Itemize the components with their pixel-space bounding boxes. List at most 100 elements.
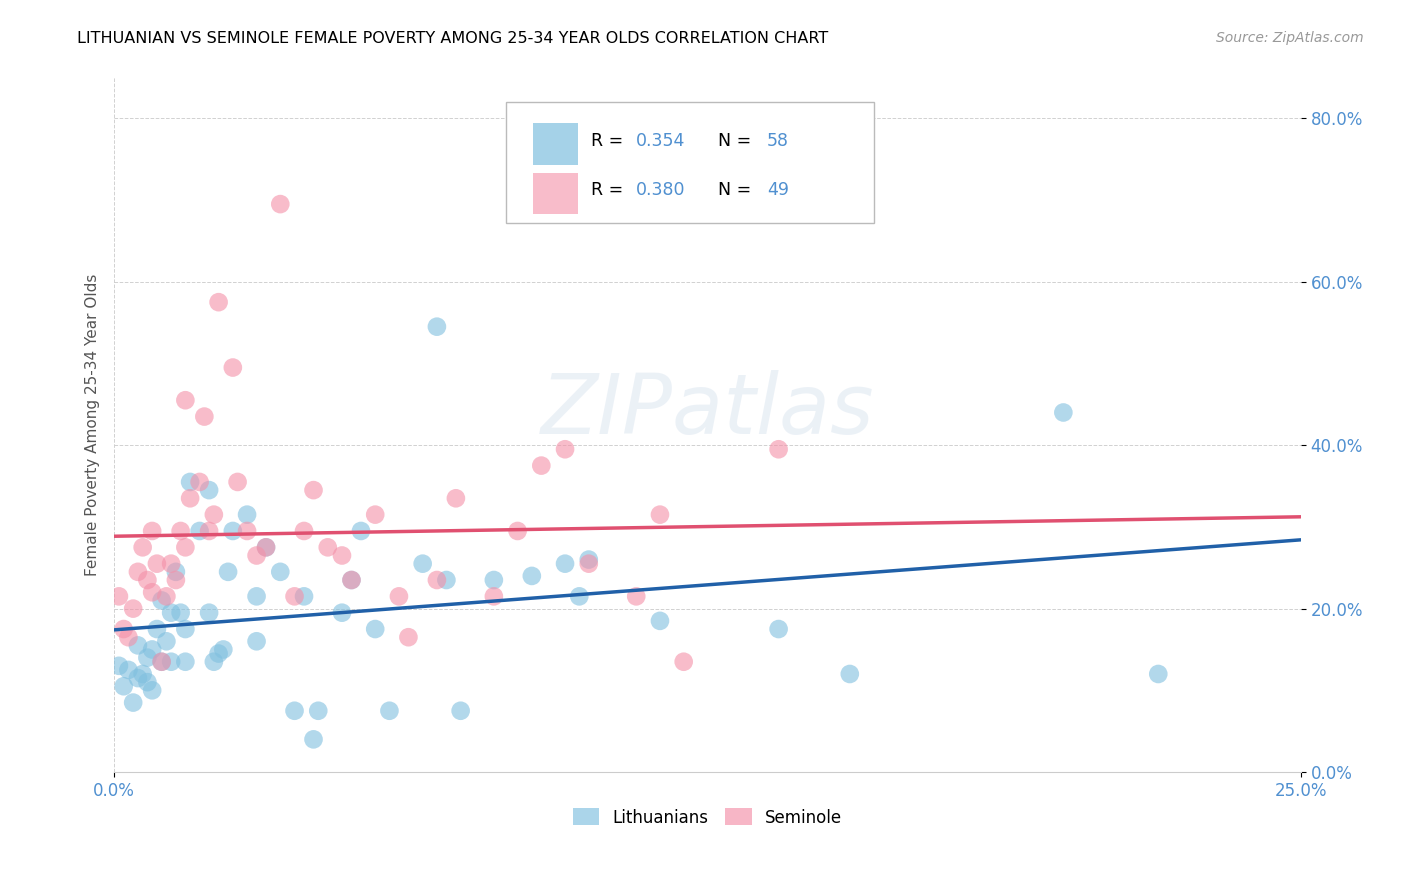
Point (768, 442, 790, 457)
Point (169, 524, 191, 538)
Point (554, 442, 576, 457)
Text: ZIPatlas: ZIPatlas (541, 370, 875, 451)
Point (108, 658, 131, 673)
Point (482, 590, 505, 604)
Text: 58: 58 (766, 131, 789, 150)
Point (482, 573, 505, 587)
Point (378, 704, 401, 718)
Point (254, 541, 277, 555)
Point (307, 704, 329, 718)
Text: R =: R = (591, 131, 628, 150)
Text: Source: ZipAtlas.com: Source: ZipAtlas.com (1216, 31, 1364, 45)
Point (426, 573, 449, 587)
Point (127, 639, 149, 653)
Point (131, 667, 153, 681)
Point (330, 606, 353, 620)
Point (202, 655, 225, 669)
Point (207, 295, 229, 310)
Point (520, 569, 543, 583)
Point (1052, 405, 1074, 419)
Point (269, 565, 291, 579)
Y-axis label: Female Poverty Among 25-34 Year Olds: Female Poverty Among 25-34 Year Olds (86, 274, 100, 576)
Point (122, 601, 145, 615)
Point (302, 732, 325, 747)
Point (578, 557, 600, 571)
Point (169, 606, 191, 620)
Point (155, 634, 177, 648)
Point (198, 524, 221, 538)
Point (530, 458, 553, 473)
Point (1147, 667, 1170, 681)
Text: N =: N = (718, 131, 756, 150)
Point (112, 622, 135, 636)
Point (112, 679, 135, 693)
Point (768, 622, 790, 636)
Point (316, 541, 339, 555)
Point (155, 590, 177, 604)
Point (364, 508, 387, 522)
Point (141, 683, 163, 698)
Point (160, 606, 183, 620)
Point (193, 409, 215, 424)
Point (283, 590, 305, 604)
Point (179, 475, 201, 489)
Point (174, 393, 197, 408)
Point (108, 590, 131, 604)
Text: R =: R = (591, 181, 628, 199)
Point (292, 590, 315, 604)
Point (292, 524, 315, 538)
Point (160, 655, 183, 669)
Point (207, 647, 229, 661)
Point (364, 622, 387, 636)
Point (245, 590, 267, 604)
Text: 49: 49 (766, 181, 789, 199)
Point (212, 642, 235, 657)
Point (222, 524, 245, 538)
Point (568, 590, 591, 604)
Text: LITHUANIAN VS SEMINOLE FEMALE POVERTY AMONG 25-34 YEAR OLDS CORRELATION CHART: LITHUANIAN VS SEMINOLE FEMALE POVERTY AM… (77, 31, 828, 46)
Point (554, 557, 576, 571)
Point (396, 630, 419, 644)
Point (302, 483, 325, 497)
Point (150, 655, 173, 669)
Point (648, 508, 671, 522)
Point (136, 675, 159, 690)
Point (350, 524, 373, 538)
Point (146, 557, 169, 571)
Text: 0.354: 0.354 (637, 131, 686, 150)
Point (254, 541, 277, 555)
Point (141, 524, 163, 538)
Point (444, 491, 467, 506)
Point (160, 557, 183, 571)
Point (217, 565, 239, 579)
Legend: Lithuanians, Seminole: Lithuanians, Seminole (565, 802, 849, 833)
Point (226, 475, 249, 489)
Point (412, 557, 434, 571)
Point (174, 655, 197, 669)
Point (426, 319, 449, 334)
Point (122, 696, 145, 710)
FancyBboxPatch shape (533, 173, 578, 214)
Point (165, 565, 187, 579)
Point (578, 552, 600, 566)
Point (150, 593, 173, 607)
FancyBboxPatch shape (506, 102, 873, 223)
Point (236, 524, 259, 538)
Point (506, 524, 529, 538)
Point (434, 573, 457, 587)
Point (117, 630, 139, 644)
Point (340, 573, 363, 587)
Point (236, 508, 259, 522)
Point (340, 573, 363, 587)
Point (283, 704, 305, 718)
Point (127, 565, 149, 579)
Point (245, 549, 267, 563)
Point (838, 667, 860, 681)
Point (198, 606, 221, 620)
Point (141, 585, 163, 599)
Point (245, 634, 267, 648)
Text: 0.380: 0.380 (637, 181, 686, 199)
Point (188, 475, 211, 489)
Point (146, 622, 169, 636)
Point (136, 650, 159, 665)
